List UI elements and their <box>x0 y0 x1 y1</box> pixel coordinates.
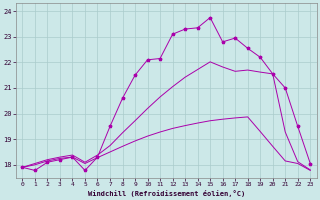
X-axis label: Windchill (Refroidissement éolien,°C): Windchill (Refroidissement éolien,°C) <box>88 190 245 197</box>
